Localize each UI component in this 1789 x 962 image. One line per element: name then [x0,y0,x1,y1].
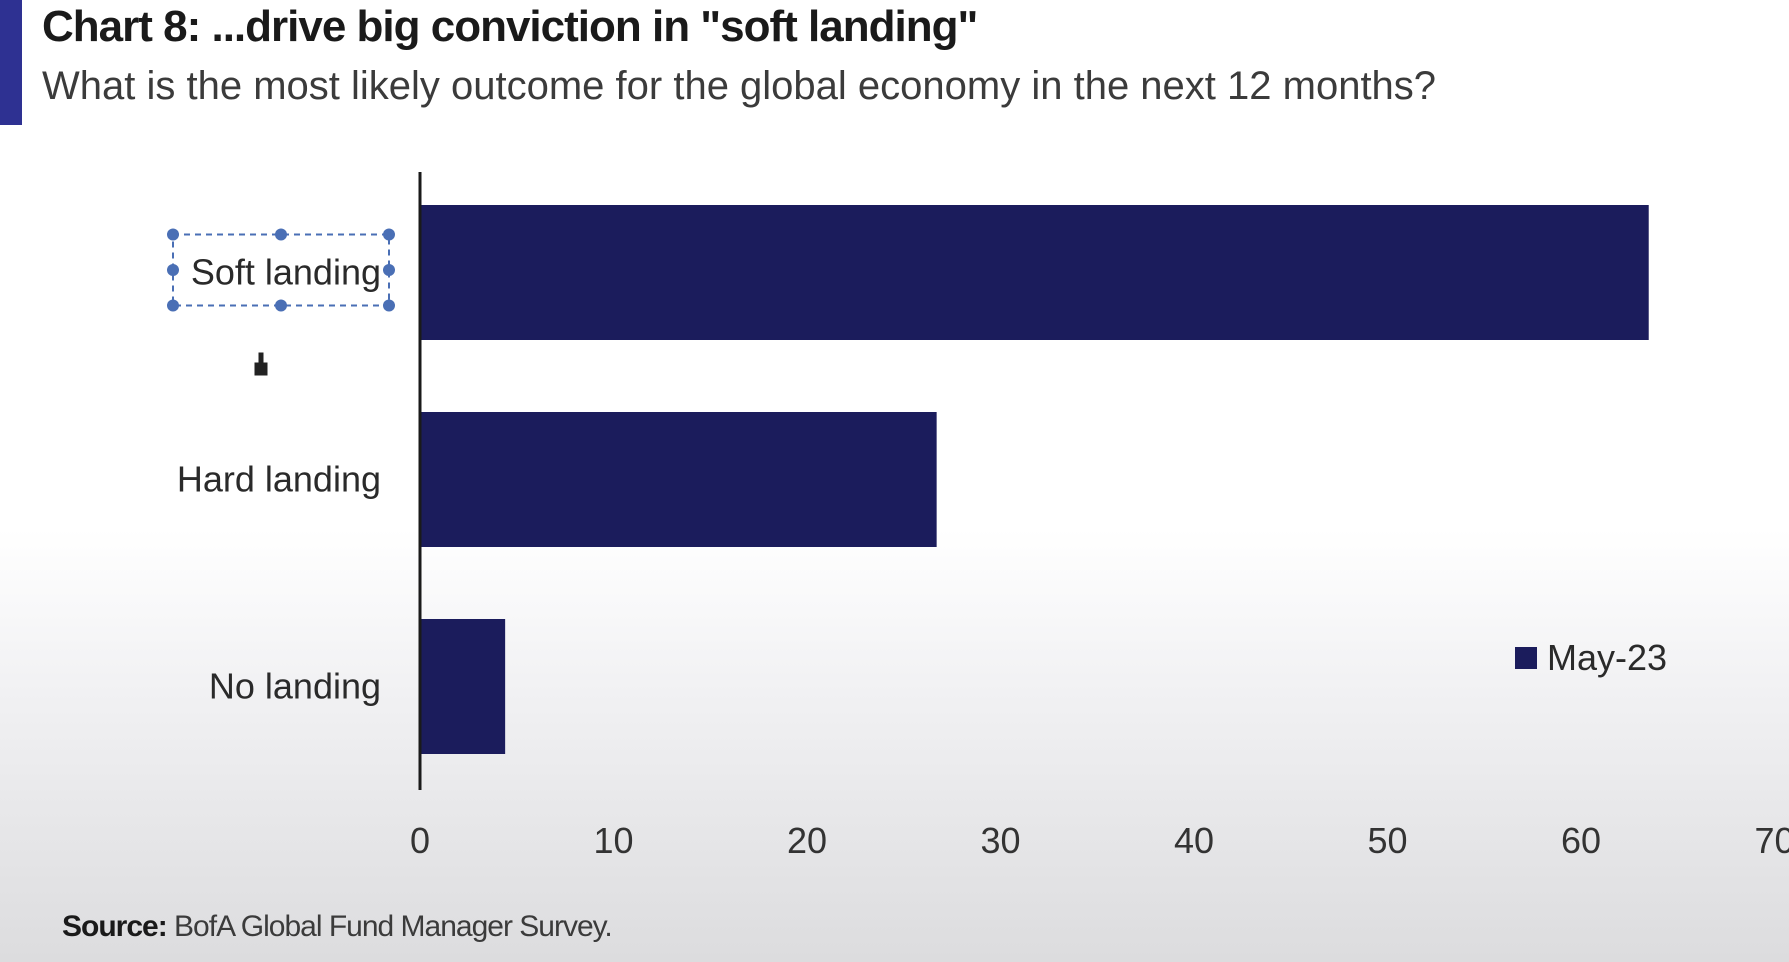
resize-handle[interactable] [275,299,287,312]
source-note: Source: BofA Global Fund Manager Survey. [62,910,613,944]
resize-handle[interactable] [383,228,395,241]
x-tick-label: 10 [593,820,633,861]
bars-layer [420,205,1649,754]
category-label-no-landing: No landing [209,666,381,707]
x-tick-label: 70 [1754,820,1789,861]
resize-handle[interactable] [383,299,395,312]
source-label: Source: [62,910,168,943]
resize-handle[interactable] [167,228,179,241]
legend-label: May-23 [1547,637,1667,678]
chart-subtitle: What is the most likely outcome for the … [42,64,1437,108]
resize-handle[interactable] [167,299,179,312]
x-tick-label: 60 [1561,820,1601,861]
resize-handle[interactable] [383,264,395,276]
resize-handle[interactable] [275,228,287,241]
x-tick-label: 40 [1174,820,1214,861]
bar-hard-landing [420,412,937,547]
legend-swatch [1515,647,1537,669]
category-labels: Soft landing Hard landing No landing [177,252,381,707]
source-text: BofA Global Fund Manager Survey. [174,910,613,943]
resize-handle[interactable] [167,264,179,276]
x-tick-label: 20 [787,820,827,861]
chart-title: Chart 8: ...drive big conviction in "sof… [42,2,978,51]
x-tick-label: 30 [980,820,1020,861]
category-label-soft-landing: Soft landing [191,252,381,293]
bar-no-landing [420,619,506,754]
legend: May-23 [1515,637,1667,678]
title-accent-bar [0,0,22,125]
move-cursor-icon [253,351,269,377]
x-tick-label: 0 [410,820,430,861]
x-axis-ticks: 0 10 20 30 40 50 60 70 [410,820,1789,861]
label-selection-box[interactable] [167,228,395,377]
category-label-hard-landing: Hard landing [177,459,381,500]
bar-soft-landing [420,205,1649,340]
x-tick-label: 50 [1367,820,1407,861]
